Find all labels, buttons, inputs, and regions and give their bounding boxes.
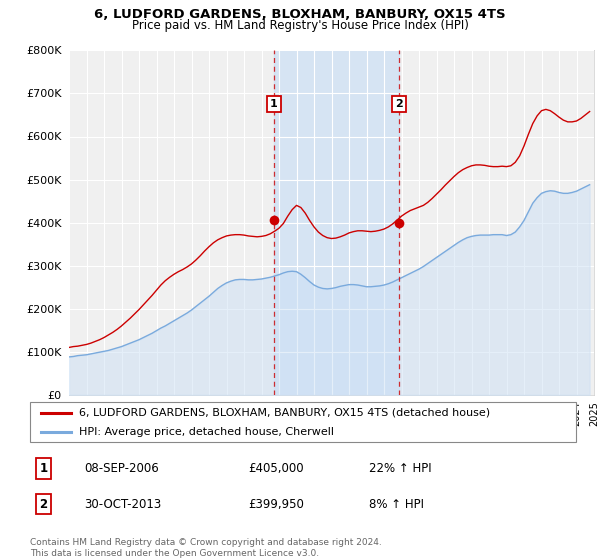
Text: Contains HM Land Registry data © Crown copyright and database right 2024.
This d: Contains HM Land Registry data © Crown c… [30, 538, 382, 558]
Text: 6, LUDFORD GARDENS, BLOXHAM, BANBURY, OX15 4TS: 6, LUDFORD GARDENS, BLOXHAM, BANBURY, OX… [94, 8, 506, 21]
Text: 2: 2 [40, 497, 48, 511]
Text: 2: 2 [395, 99, 403, 109]
Text: 8% ↑ HPI: 8% ↑ HPI [368, 497, 424, 511]
Text: Price paid vs. HM Land Registry's House Price Index (HPI): Price paid vs. HM Land Registry's House … [131, 19, 469, 32]
Text: 1: 1 [270, 99, 278, 109]
Text: £399,950: £399,950 [248, 497, 304, 511]
Text: 08-SEP-2006: 08-SEP-2006 [85, 462, 160, 475]
Text: HPI: Average price, detached house, Cherwell: HPI: Average price, detached house, Cher… [79, 427, 334, 436]
Text: 22% ↑ HPI: 22% ↑ HPI [368, 462, 431, 475]
Text: 1: 1 [40, 462, 48, 475]
Text: £405,000: £405,000 [248, 462, 304, 475]
Text: 6, LUDFORD GARDENS, BLOXHAM, BANBURY, OX15 4TS (detached house): 6, LUDFORD GARDENS, BLOXHAM, BANBURY, OX… [79, 408, 490, 418]
Text: 30-OCT-2013: 30-OCT-2013 [85, 497, 162, 511]
Bar [274, 50, 398, 395]
